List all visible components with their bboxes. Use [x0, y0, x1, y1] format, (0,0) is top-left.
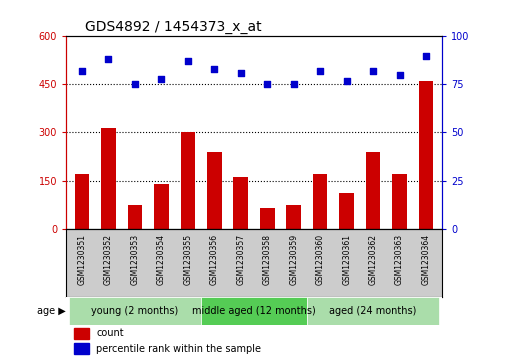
- Bar: [201, 297, 307, 325]
- Bar: [234, 177, 248, 229]
- Bar: [366, 152, 380, 229]
- Bar: [339, 193, 354, 229]
- Text: GSM1230356: GSM1230356: [210, 234, 219, 285]
- Text: GSM1230362: GSM1230362: [369, 234, 377, 285]
- Text: GSM1230352: GSM1230352: [104, 234, 113, 285]
- Text: GSM1230361: GSM1230361: [342, 234, 351, 285]
- Point: [290, 81, 298, 87]
- Bar: [260, 208, 274, 229]
- Bar: [392, 174, 407, 229]
- Text: percentile rank within the sample: percentile rank within the sample: [96, 344, 261, 354]
- Text: young (2 months): young (2 months): [91, 306, 178, 316]
- Point: [422, 53, 430, 58]
- Bar: [75, 174, 89, 229]
- Point: [131, 81, 139, 87]
- Bar: [74, 328, 88, 339]
- Text: GSM1230357: GSM1230357: [236, 234, 245, 285]
- Text: GSM1230358: GSM1230358: [263, 234, 272, 285]
- Text: GSM1230355: GSM1230355: [183, 234, 193, 285]
- Point: [210, 66, 218, 72]
- Point: [237, 70, 245, 76]
- Point: [184, 58, 192, 64]
- Text: GSM1230359: GSM1230359: [289, 234, 298, 285]
- Point: [342, 78, 351, 83]
- Point: [316, 68, 324, 74]
- Text: GSM1230364: GSM1230364: [422, 234, 431, 285]
- Bar: [287, 204, 301, 229]
- Bar: [69, 297, 201, 325]
- Bar: [180, 132, 195, 229]
- Text: GSM1230363: GSM1230363: [395, 234, 404, 285]
- Text: GSM1230354: GSM1230354: [157, 234, 166, 285]
- Text: GSM1230351: GSM1230351: [77, 234, 86, 285]
- Text: aged (24 months): aged (24 months): [330, 306, 417, 316]
- Bar: [307, 297, 439, 325]
- Point: [157, 76, 166, 82]
- Point: [78, 68, 86, 74]
- Point: [369, 68, 377, 74]
- Text: age ▶: age ▶: [37, 306, 66, 316]
- Point: [263, 81, 271, 87]
- Bar: [128, 204, 142, 229]
- Bar: [313, 174, 328, 229]
- Text: GSM1230353: GSM1230353: [131, 234, 139, 285]
- Text: count: count: [96, 329, 124, 338]
- Bar: [154, 184, 169, 229]
- Bar: [419, 81, 433, 229]
- Point: [104, 57, 112, 62]
- Bar: [207, 152, 221, 229]
- Text: GDS4892 / 1454373_x_at: GDS4892 / 1454373_x_at: [85, 20, 262, 34]
- Point: [396, 72, 404, 78]
- Text: GSM1230360: GSM1230360: [315, 234, 325, 285]
- Text: middle aged (12 months): middle aged (12 months): [192, 306, 316, 316]
- Bar: [74, 343, 88, 354]
- Bar: [101, 128, 116, 229]
